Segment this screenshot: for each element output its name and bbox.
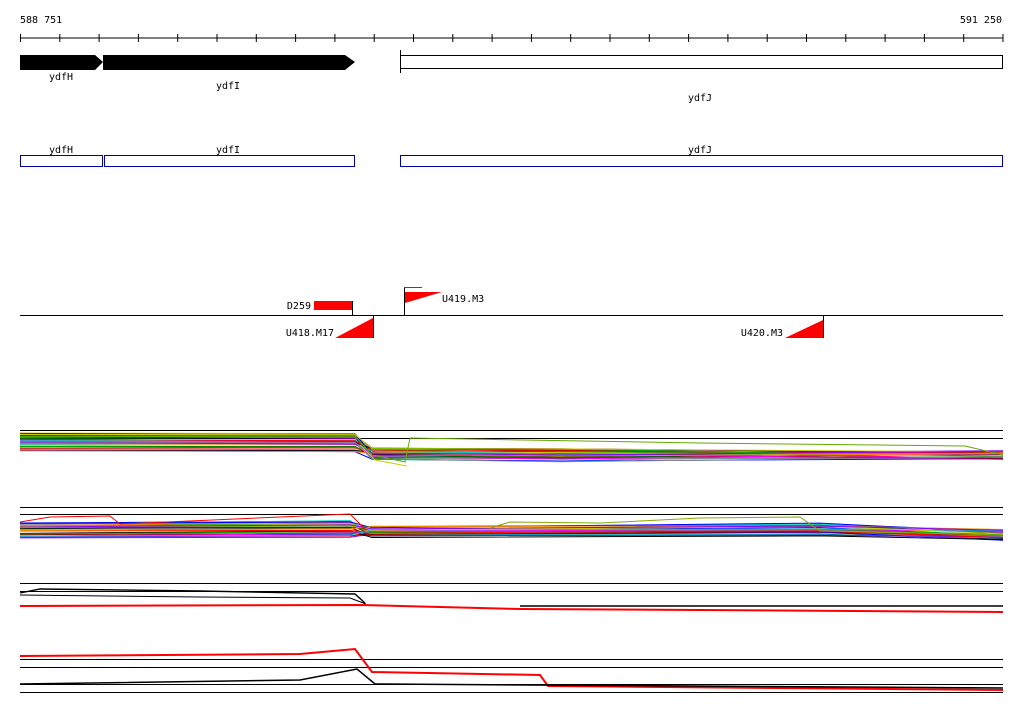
profile-line xyxy=(19,603,1004,613)
profile-line xyxy=(19,523,1004,535)
feature-wedge-U420M3[interactable] xyxy=(785,320,823,338)
profile-line xyxy=(19,524,1004,531)
annotation-box-ydfI[interactable] xyxy=(104,155,355,167)
gene-arrow-ydfH[interactable] xyxy=(20,55,103,70)
profile-line xyxy=(19,668,1004,689)
profile-line xyxy=(359,444,408,467)
annotation-label-ydfJ: ydfJ xyxy=(688,145,712,156)
gene-track: ydfH ydfI ydfJ xyxy=(20,50,1003,104)
profile-line xyxy=(19,528,1004,538)
profile-line xyxy=(19,647,1004,691)
feature-label-U420M3: U420.M3 xyxy=(741,328,783,339)
gene-label-ydfI: ydfI xyxy=(216,81,240,92)
annotation-box-ydfH[interactable] xyxy=(20,155,103,167)
feature-track: D259 U419.M3 U418.M17 U420.M3 xyxy=(20,287,1003,339)
profile-line xyxy=(19,442,1004,456)
gene-arrow-ydfI[interactable] xyxy=(103,55,355,70)
profile-line xyxy=(19,445,1004,454)
profile-line xyxy=(19,588,366,604)
feature-wedge-U419M3[interactable] xyxy=(405,292,442,303)
profile-line xyxy=(489,516,1004,536)
profile-line xyxy=(19,435,1004,463)
annotation-track: ydfH ydfI ydfJ xyxy=(20,145,1003,167)
feature-label-U419M3: U419.M3 xyxy=(442,294,484,305)
ruler-end-label: 591 250 xyxy=(960,15,1002,26)
feature-block-D259[interactable] xyxy=(314,301,353,310)
profile-line xyxy=(19,594,367,605)
expression-profiles xyxy=(19,430,1004,693)
gene-label-ydfJ: ydfJ xyxy=(688,93,712,104)
feature-label-D259: D259 xyxy=(287,301,311,312)
feature-wedge-U418M17[interactable] xyxy=(335,318,373,338)
coordinate-ruler: 588 751 591 250 xyxy=(20,15,1004,42)
profile-line xyxy=(19,434,1004,457)
ruler-ticks xyxy=(20,34,1004,42)
gene-label-ydfH: ydfH xyxy=(49,72,73,83)
profile-line xyxy=(19,528,1004,536)
profile-line xyxy=(19,530,1004,541)
profile-line xyxy=(19,433,1004,453)
annotation-label-ydfH: ydfH xyxy=(49,145,73,156)
annotation-box-ydfJ[interactable] xyxy=(400,155,1003,167)
profile-line xyxy=(19,521,1004,533)
ruler-start-label: 588 751 xyxy=(20,15,62,26)
gene-box-ydfJ[interactable] xyxy=(400,55,1003,69)
profile-line xyxy=(19,513,367,531)
profile-line xyxy=(19,441,1004,463)
annotation-label-ydfI: ydfI xyxy=(216,145,240,156)
feature-label-U418M17: U418.M17 xyxy=(286,328,334,339)
